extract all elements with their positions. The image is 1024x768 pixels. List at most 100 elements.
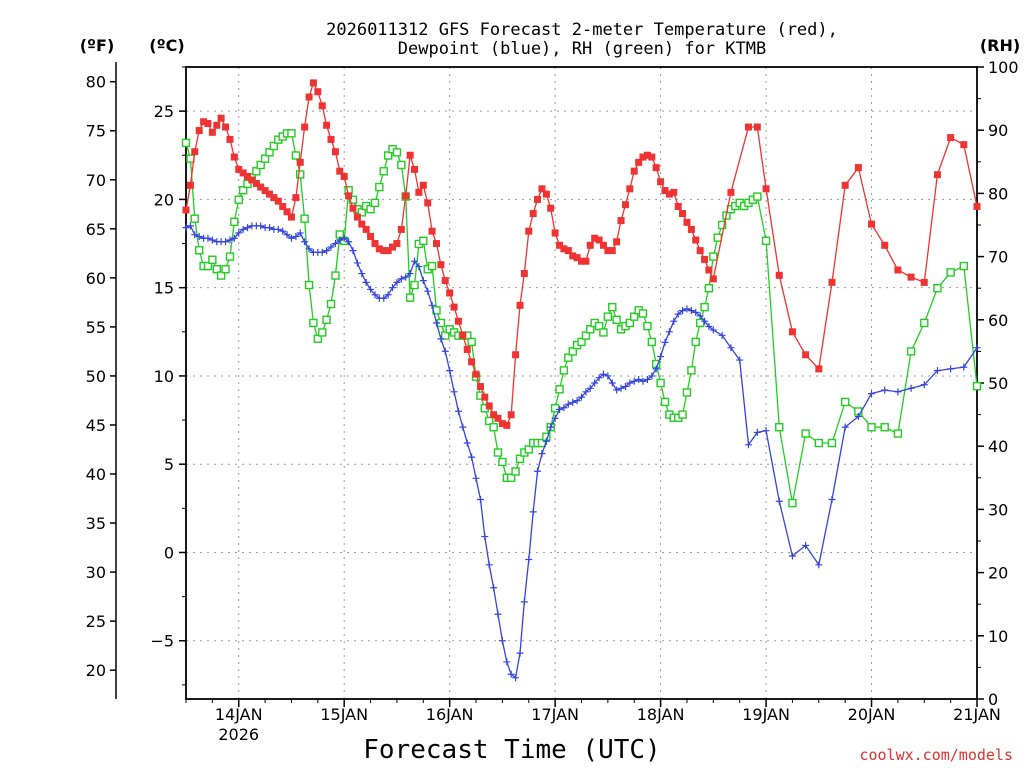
dewpoint-point <box>542 437 550 445</box>
dewpoint-point <box>437 335 445 343</box>
rh-point <box>498 457 507 467</box>
rh-point <box>594 321 604 331</box>
temperature-point <box>213 121 221 129</box>
dewpoint-point <box>591 379 599 387</box>
dewpoint-point <box>340 234 348 242</box>
rh-point <box>313 334 323 343</box>
dewpoint-point <box>815 561 823 569</box>
dewpoint-point <box>432 319 440 327</box>
rh-point <box>318 328 327 337</box>
temperature-point <box>679 210 687 218</box>
temperature-point <box>287 213 295 221</box>
rh-point <box>375 182 384 192</box>
dewpoint-point <box>635 375 643 383</box>
celsius-tick-label-5: 20 <box>154 190 174 209</box>
celsius-tick-label-2: 5 <box>164 455 174 474</box>
temperature-point <box>841 181 849 189</box>
rh-point <box>581 331 591 340</box>
dewpoint-point <box>828 496 836 504</box>
fahrenheit-tick-label-0: 20 <box>86 661 106 680</box>
dewpoint-point <box>933 367 941 375</box>
temperature-point <box>595 236 603 244</box>
dewpoint-point <box>841 423 849 431</box>
temperature-point <box>529 210 537 218</box>
dewpoint-point <box>274 225 282 233</box>
temperature-point <box>947 134 955 142</box>
dewpoint-point <box>538 450 546 458</box>
temperature-point <box>419 181 427 189</box>
rh-tick-label-3: 30 <box>988 500 1008 519</box>
fahrenheit-tick-label-5: 45 <box>86 416 106 435</box>
dewpoint-point <box>380 294 388 302</box>
temperature-point <box>670 188 678 196</box>
temperature-point <box>626 185 634 193</box>
temperature-point <box>393 240 401 248</box>
temperature-point <box>432 240 440 248</box>
rh-point <box>392 148 402 157</box>
temperature-point <box>283 208 291 216</box>
dewpoint-point <box>507 670 515 678</box>
dewpoint-point <box>235 229 243 237</box>
dewpoint-point <box>446 367 454 375</box>
rh-point <box>383 151 393 160</box>
temperature-point <box>384 247 392 255</box>
rh-point <box>419 236 428 246</box>
temperature-point <box>709 275 717 283</box>
dewpoint-point <box>520 598 528 606</box>
dewpoint-point <box>257 222 265 230</box>
dewpoint-point <box>459 423 467 431</box>
temperature-point <box>485 402 493 410</box>
temperature-point <box>301 123 309 131</box>
temperature-point <box>727 188 735 196</box>
dewpoint-point <box>292 232 300 240</box>
rh-tick-label-4: 40 <box>988 437 1008 456</box>
rh-point <box>194 246 204 255</box>
rh-point <box>660 397 670 407</box>
dewpoint-point <box>498 637 506 645</box>
dewpoint-point <box>595 374 603 382</box>
dewpoint-point <box>709 326 717 334</box>
rh-point <box>586 325 595 334</box>
dewpoint-point <box>617 384 625 392</box>
dewpoint-point <box>881 386 889 394</box>
fahrenheit-tick-label-4: 40 <box>86 465 106 484</box>
x-tick-label-1: 15JAN <box>320 705 368 724</box>
x-tick-label-6: 20JAN <box>848 705 896 724</box>
dewpoint-point <box>718 331 726 339</box>
rh-point <box>695 318 705 328</box>
dewpoint-point <box>266 224 274 232</box>
temperature-point <box>327 135 335 143</box>
dewpoint-point <box>336 236 344 244</box>
temperature-point <box>459 331 467 339</box>
rh-point <box>379 167 388 176</box>
rh-point <box>216 271 226 280</box>
dewpoint-point <box>665 328 673 336</box>
dewpoint-point <box>762 427 770 435</box>
rh-point <box>682 388 692 397</box>
rh-point <box>867 423 876 432</box>
temperature-point <box>744 123 752 131</box>
gridlines <box>186 67 977 699</box>
rh-point <box>203 261 213 271</box>
temperature-point <box>186 181 194 189</box>
temperature-point <box>424 199 432 207</box>
dewpoint-point <box>353 259 361 267</box>
dewpoint-point <box>868 390 876 398</box>
dewpoint-point <box>415 262 423 270</box>
temperature-point <box>648 153 656 161</box>
fahrenheit-tick-label-9: 65 <box>86 220 106 239</box>
temperature-point <box>868 220 876 228</box>
celsius-tick-label-0: −5 <box>150 632 174 651</box>
dewpoint-point <box>648 372 656 380</box>
temperature-point <box>331 148 339 156</box>
rh-point <box>814 438 823 448</box>
temperature-point <box>815 365 823 373</box>
temperature-point <box>692 236 700 244</box>
temperature-point <box>353 213 361 221</box>
rh-point <box>893 429 903 438</box>
dewpoint-point <box>345 238 353 246</box>
dewpoint-point <box>406 270 414 278</box>
rh-tick-label-5: 50 <box>988 374 1008 393</box>
temperature-point <box>705 266 713 274</box>
dewpoint-point <box>753 428 761 436</box>
